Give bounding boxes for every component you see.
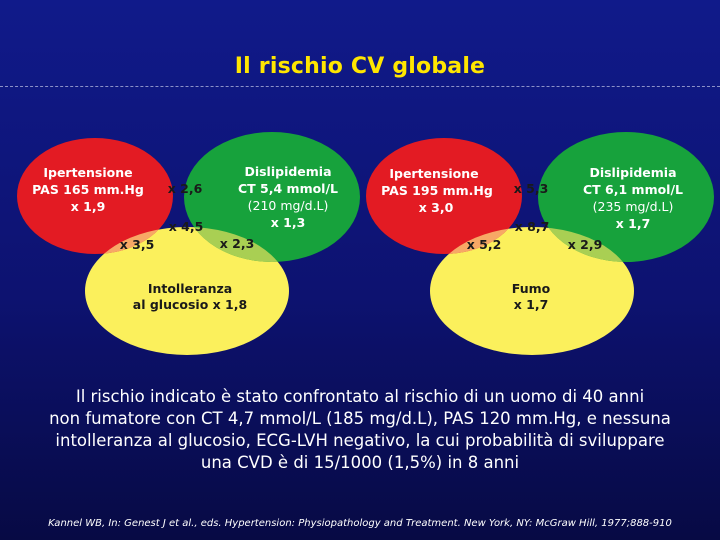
center-label: x 4,5 (169, 219, 204, 234)
note-line: non fumatore con CT 4,7 mmol/L (185 mg/d… (49, 409, 671, 428)
explanatory-note: Il rischio indicato è stato confrontato … (40, 386, 680, 474)
overlap-hyp-third-label: x 5,2 (467, 237, 502, 252)
third-line1: Fumo (512, 281, 551, 296)
venn-left: Ipertensione PAS 165 mm.Hg x 1,9 Dislipi… (17, 132, 360, 355)
hyp-factor: x 3,0 (419, 200, 454, 215)
hyp-name: Ipertensione (43, 165, 132, 180)
dys-factor: x 1,3 (271, 215, 306, 230)
overlap-dys-third-label: x 2,3 (220, 236, 255, 251)
circle-hypertension (17, 138, 173, 254)
overlap-hyp-third-label: x 3,5 (120, 237, 155, 252)
hyp-value: PAS 165 mm.Hg (32, 182, 144, 197)
hyp-value: PAS 195 mm.Hg (381, 183, 493, 198)
circle-dyslipidemia (184, 132, 360, 262)
note-line: Il rischio indicato è stato confrontato … (75, 387, 645, 406)
source-citation: Kannel WB, In: Genest J et al., eds. Hyp… (48, 518, 672, 529)
third-line2: al glucosio x 1,8 (133, 297, 247, 312)
slide-title: Il rischio CV globale (234, 54, 486, 79)
hyp-name: Ipertensione (389, 166, 478, 181)
title-divider (0, 86, 720, 87)
venn-right: Ipertensione PAS 195 mm.Hg x 3,0 Dislipi… (366, 132, 714, 355)
third-line1: Intolleranza (148, 281, 232, 296)
overlap-hyp-dys-label: x 5,3 (514, 181, 549, 196)
circle-hypertension (366, 138, 522, 254)
dys-name: Dislipidemia (589, 165, 676, 180)
dys-factor: x 1,7 (616, 216, 651, 231)
overlap-hyp-dys-label: x 2,6 (168, 181, 203, 196)
dys-value-alt: (210 mg/d.L) (248, 198, 329, 213)
hyp-factor: x 1,9 (71, 199, 106, 214)
third-line2: x 1,7 (514, 297, 549, 312)
dys-value-alt: (235 mg/d.L) (593, 199, 674, 214)
circle-third-factor (430, 227, 634, 355)
overlap-dys-third-label: x 2,9 (568, 237, 603, 252)
note-line: una CVD è di 15/1000 (1,5%) in 8 anni (200, 453, 520, 472)
circle-dyslipidemia (538, 132, 714, 262)
dys-value: CT 6,1 mmol/L (583, 182, 683, 197)
center-label: x 8,7 (515, 219, 550, 234)
note-line: intolleranza al glucosio, ECG-LVH negati… (55, 431, 665, 450)
dys-name: Dislipidemia (244, 164, 331, 179)
circle-third-factor (85, 227, 289, 355)
dys-value: CT 5,4 mmol/L (238, 181, 338, 196)
